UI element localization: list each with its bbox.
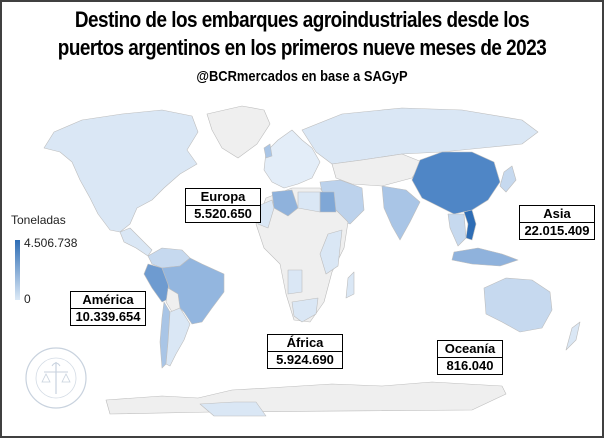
greenland [206,105,271,159]
region-name: Oceanía [438,341,502,358]
algeria [271,189,299,217]
north-america [43,109,199,233]
region-name: África [268,335,342,352]
new-zealand [565,321,581,351]
region-box-asia: Asia 22.015.409 [519,205,595,240]
region-name: América [71,292,145,309]
legend-min-label: 0 [24,292,31,306]
china [411,151,501,215]
egypt [319,191,337,213]
region-box-america: América 10.339.654 [70,291,146,326]
east-africa [319,229,343,275]
antarctica-claim [199,401,267,417]
russia [301,107,539,165]
japan [499,165,517,193]
title-line-2: puertos argentinos en los primeros nueve… [57,35,547,60]
region-value: 5.520.650 [194,206,252,221]
central-asia [331,153,423,187]
region-value: 5.924.690 [276,352,334,367]
australia [483,277,553,333]
region-name: Asia [520,206,594,223]
region-value: 22.015.409 [524,223,590,238]
legend-title: Toneladas [11,213,66,227]
region-value: 816.040 [446,358,494,373]
chart-subtitle: @BCRmercados en base a SAGyP [196,68,408,85]
region-name: Europa [186,189,260,206]
argentina [165,307,191,367]
indonesia [451,247,519,267]
title-line-1: Destino de los embarques agroindustriale… [74,7,530,32]
bcr-seal-watermark-icon [25,347,87,409]
chart-title: Destino de los embarques agroindustriale… [44,6,560,62]
legend-gradient [15,240,20,300]
antarctica [105,381,507,415]
angola [287,269,303,295]
central-america [119,227,153,257]
region-box-europa: Europa 5.520.650 [185,188,261,223]
madagascar [345,271,355,299]
vietnam [463,209,477,241]
southeast-asia [447,213,467,247]
india [381,185,421,241]
region-value: 10.339.654 [75,309,141,324]
uk [263,143,273,159]
libya [297,191,321,213]
legend-max-label: 4.506.738 [24,236,78,250]
europe [263,129,321,189]
region-box-africa: África 5.924.690 [267,334,343,369]
south-africa [291,297,319,323]
region-box-oceania: Oceanía 816.040 [437,340,503,375]
